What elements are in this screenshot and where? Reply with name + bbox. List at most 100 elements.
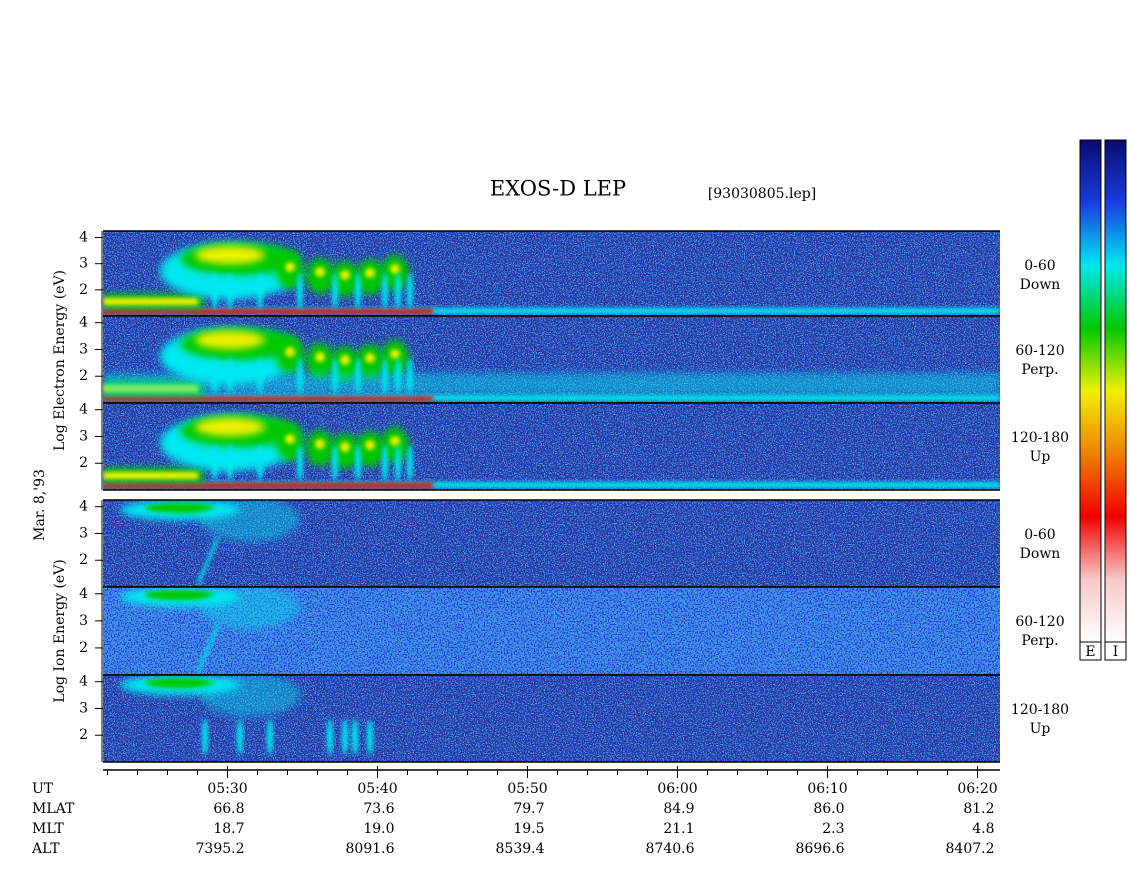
ephemeris-value: 2.3 — [822, 821, 844, 837]
spectrogram-feature — [196, 624, 220, 673]
spectrogram-feature — [227, 273, 233, 309]
y-tick-label: 4 — [79, 674, 88, 690]
ephemeris-value: 8740.6 — [646, 841, 695, 857]
spectrogram-feature — [103, 396, 433, 401]
spectrogram-feature — [407, 445, 413, 481]
panel-direction: Down — [1020, 546, 1061, 562]
spectrogram-feature — [195, 418, 265, 436]
panel-angle: 60-120 — [1015, 614, 1064, 630]
colorbar-label: I — [1113, 644, 1119, 660]
spectrogram-feature — [340, 270, 350, 280]
spectrogram-feature — [355, 445, 361, 481]
ephemeris-label: MLAT — [32, 801, 75, 817]
panel-direction: Down — [1020, 277, 1061, 293]
spectrogram-feature — [200, 500, 300, 542]
file-name: [93030805.lep] — [708, 186, 816, 202]
spectrogram-panel — [103, 316, 1000, 403]
ephemeris-value: 19.5 — [513, 821, 544, 837]
ephemeris-value: 8091.6 — [346, 841, 395, 857]
spectrogram-panel — [103, 500, 1000, 587]
spectrogram-feature — [195, 331, 265, 349]
spectrogram-feature — [332, 445, 338, 481]
spectrogram-feature — [103, 395, 1000, 401]
x-tick-label: 05:50 — [507, 781, 547, 797]
spectrogram-feature — [285, 347, 295, 357]
spectrogram-feature — [257, 445, 263, 481]
x-tick-label: 05:40 — [357, 781, 397, 797]
ephemeris-value: 84.9 — [663, 801, 694, 817]
spectrogram-panel — [103, 675, 1000, 762]
y-tick-label: 3 — [79, 700, 88, 716]
y-tick-label: 2 — [79, 727, 88, 743]
panel-direction: Up — [1030, 449, 1051, 465]
y-tick-label: 4 — [79, 586, 88, 602]
spectrogram-feature — [103, 373, 1000, 395]
spectrogram-feature — [395, 445, 401, 481]
spectrogram-feature — [297, 445, 303, 481]
panel-direction: Up — [1030, 721, 1051, 737]
ephemeris-value: 8696.6 — [796, 841, 845, 857]
colorbar-label-box — [1079, 641, 1102, 661]
spectrogram-feature — [200, 675, 300, 717]
ephemeris-value: 18.7 — [213, 821, 244, 837]
y-tick-label: 2 — [79, 368, 88, 384]
spectrogram-feature — [237, 719, 243, 755]
spectrogram-feature — [390, 349, 400, 359]
spectrogram-feature — [365, 268, 375, 278]
date-label: Mar. 8,'93 — [32, 469, 48, 541]
spectrogram-feature — [145, 503, 215, 513]
spectrogram-feature — [332, 273, 338, 309]
spectrogram-feature — [352, 719, 358, 755]
spectrogram-panel — [103, 587, 1000, 675]
spectrogram-feature — [315, 439, 325, 449]
ephemeris-value: 7395.2 — [196, 841, 245, 857]
x-tick-label: 06:20 — [957, 781, 997, 797]
spectrogram-feature — [227, 445, 233, 481]
spectrogram-feature — [285, 434, 295, 444]
panel-direction: Perp. — [1021, 362, 1058, 378]
spectrogram-feature — [267, 719, 273, 755]
spectrogram-feature — [196, 537, 220, 585]
spectrogram-feature — [390, 436, 400, 446]
spectrogram-feature — [103, 483, 433, 488]
ephemeris-value: 19.0 — [363, 821, 394, 837]
spectrogram-feature — [340, 442, 350, 452]
y-tick-label: 4 — [79, 315, 88, 331]
spectrogram-feature — [390, 264, 400, 274]
panel-angle: 60-120 — [1015, 343, 1064, 359]
spectrogram-panel — [103, 231, 1000, 316]
spectrogram-feature — [382, 445, 388, 481]
spectrogram-feature — [340, 355, 350, 365]
colorbar — [1079, 139, 1102, 643]
spectrogram-feature — [395, 273, 401, 309]
spectrogram-feature — [103, 472, 198, 479]
spectrogram-feature — [257, 273, 263, 309]
colorbar-label: E — [1085, 644, 1095, 660]
spectrogram-feature — [407, 273, 413, 309]
spectrogram-feature — [200, 587, 300, 629]
y-tick-label: 4 — [79, 402, 88, 418]
y-tick-label: 4 — [79, 230, 88, 246]
spectrogram-feature — [195, 246, 265, 264]
chart-title: EXOS-D LEP — [490, 177, 626, 201]
ephemeris-label: ALT — [31, 841, 60, 857]
ephemeris-value: 81.2 — [963, 801, 994, 817]
ephemeris-value: 73.6 — [363, 801, 394, 817]
colorbar-label-box — [1104, 641, 1127, 661]
x-tick-label: 05:30 — [207, 781, 247, 797]
spectrogram-feature — [212, 445, 218, 481]
spectrogram-panel — [103, 403, 1000, 490]
spectrogram-feature — [145, 678, 215, 688]
spectrogram-feature — [367, 719, 373, 755]
x-tick-label: 06:10 — [807, 781, 847, 797]
ephemeris-value: 79.7 — [513, 801, 544, 817]
panel-direction: Perp. — [1021, 633, 1058, 649]
spectrogram-feature — [315, 267, 325, 277]
spectrogram-feature — [103, 482, 1000, 488]
spectrogram-feature — [297, 273, 303, 309]
y-tick-label: 3 — [79, 428, 88, 444]
spectrogram-feature — [212, 273, 218, 309]
ephemeris-value: 66.8 — [213, 801, 244, 817]
spectrogram-feature — [365, 353, 375, 363]
